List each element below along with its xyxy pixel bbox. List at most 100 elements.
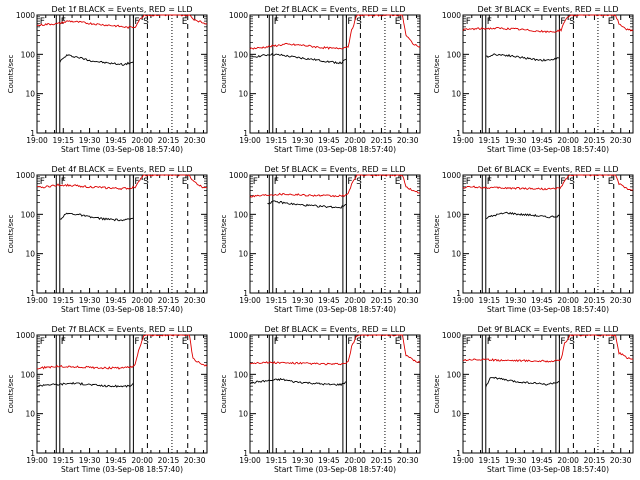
flag-label-s: S [569, 177, 575, 187]
y-tick-label: 1000 [229, 331, 248, 340]
flag-label-f: F [560, 177, 565, 187]
lld-series-line [36, 14, 208, 30]
chart-title: Det 1f BLACK = Events, RED = LLD [51, 5, 192, 14]
x-tick-label: 20:00 [344, 296, 366, 305]
events-series-line [485, 376, 560, 388]
chart-title: Det 4f BLACK = Events, RED = LLD [51, 165, 192, 174]
lld-series-line [36, 334, 208, 370]
y-tick-label: 1000 [442, 171, 461, 180]
y-tick-label: 1000 [229, 171, 248, 180]
y-tick-label: 10 [238, 410, 248, 419]
events-series-line [250, 52, 347, 65]
x-tick-label: 20:00 [557, 296, 579, 305]
y-axis-label: Counts/sec [220, 55, 228, 94]
y-tick-label: 1 [30, 289, 35, 298]
flag-label-f: F [347, 17, 352, 27]
x-tick-label: 19:15 [478, 136, 500, 145]
y-tick-label: 1 [30, 129, 35, 138]
y-tick-label: 10 [25, 410, 35, 419]
flag-label-f: F [61, 17, 66, 27]
x-tick-label: 19:30 [292, 296, 314, 305]
y-tick-label: 100 [21, 50, 36, 59]
flag-label-f: F [253, 177, 258, 187]
events-series-line [36, 381, 134, 388]
flag-label-f: F [40, 337, 45, 347]
y-tick-label: 100 [234, 210, 249, 219]
x-tick-label: 19:30 [79, 136, 101, 145]
x-tick-label: 19:15 [265, 456, 287, 465]
flag-label-f: F [560, 17, 565, 27]
flag-label-f: F [466, 337, 471, 347]
x-tick-label: 19:30 [292, 136, 314, 145]
lld-series-line [36, 174, 208, 191]
x-tick-label: 19:30 [505, 456, 527, 465]
y-tick-label: 100 [447, 50, 462, 59]
x-tick-label: 19:00 [452, 296, 474, 305]
x-tick-label: 19:00 [452, 136, 474, 145]
flag-label-f: F [487, 337, 492, 347]
x-tick-label: 19:30 [79, 456, 101, 465]
y-tick-label: 1000 [442, 11, 461, 20]
flag-label-e: E [395, 337, 401, 347]
x-tick-label: 19:00 [26, 456, 48, 465]
x-tick-label: 20:30 [397, 296, 419, 305]
y-tick-label: 1000 [16, 11, 35, 20]
x-tick-label: 20:30 [610, 296, 632, 305]
y-tick-label: 10 [25, 90, 35, 99]
events-series-line [59, 54, 134, 66]
x-tick-label: 19:00 [239, 296, 261, 305]
y-tick-label: 1000 [16, 171, 35, 180]
y-tick-label: 1 [456, 449, 461, 458]
y-tick-label: 1 [243, 289, 248, 298]
y-tick-label: 1 [243, 129, 248, 138]
y-tick-label: 100 [447, 210, 462, 219]
plot-frame [462, 174, 634, 294]
x-tick-label: 20:00 [131, 136, 153, 145]
x-tick-label: 19:45 [531, 456, 553, 465]
chart-panel-6: Det 6f BLACK = Events, RED = LLD 1 10 100 10… [433, 165, 634, 314]
x-tick-label: 19:15 [265, 296, 287, 305]
x-tick-label: 19:30 [292, 456, 314, 465]
x-tick-label: 19:15 [52, 296, 74, 305]
flag-label-s: S [143, 177, 149, 187]
x-axis-label: Start Time (03-Sep-08 18:57:40) [274, 465, 396, 474]
chart-panel-2: Det 2f BLACK = Events, RED = LLD 1 10 100 10… [220, 5, 421, 154]
y-axis-label: Counts/sec [7, 375, 15, 414]
y-tick-label: 1 [456, 129, 461, 138]
y-tick-label: 10 [451, 410, 461, 419]
flag-label-f: F [560, 337, 565, 347]
flag-label-e: E [608, 17, 614, 27]
y-tick-label: 1 [30, 449, 35, 458]
x-tick-label: 19:00 [239, 456, 261, 465]
x-tick-label: 19:45 [318, 136, 340, 145]
x-tick-label: 19:15 [265, 136, 287, 145]
x-tick-label: 19:00 [239, 136, 261, 145]
x-tick-label: 20:00 [344, 136, 366, 145]
flag-label-f: F [466, 177, 471, 187]
x-tick-label: 19:15 [52, 456, 74, 465]
x-tick-label: 20:15 [584, 136, 606, 145]
y-axis-label: Counts/sec [220, 215, 228, 254]
events-series-line [59, 212, 134, 222]
x-tick-label: 19:00 [26, 136, 48, 145]
chart-title: Det 8f BLACK = Events, RED = LLD [264, 325, 405, 334]
y-tick-label: 1000 [229, 11, 248, 20]
x-tick-label: 19:15 [478, 296, 500, 305]
y-axis-label: Counts/sec [7, 55, 15, 94]
flag-label-e: E [182, 17, 188, 27]
events-series-line [485, 53, 560, 62]
x-tick-label: 20:30 [397, 456, 419, 465]
chart-panel-5: Det 5f BLACK = Events, RED = LLD 1 10 100 10… [220, 165, 421, 314]
flag-label-e: E [395, 17, 401, 27]
x-tick-label: 20:15 [371, 136, 393, 145]
flag-label-e: E [182, 337, 188, 347]
x-axis-label: Start Time (03-Sep-08 18:57:40) [487, 145, 609, 154]
x-tick-label: 19:45 [105, 136, 127, 145]
flag-label-f: F [40, 177, 45, 187]
x-tick-label: 20:00 [344, 456, 366, 465]
flag-label-s: S [356, 17, 362, 27]
flag-label-s: S [356, 337, 362, 347]
chart-title: Det 7f BLACK = Events, RED = LLD [51, 325, 192, 334]
x-axis-label: Start Time (03-Sep-08 18:57:40) [487, 465, 609, 474]
